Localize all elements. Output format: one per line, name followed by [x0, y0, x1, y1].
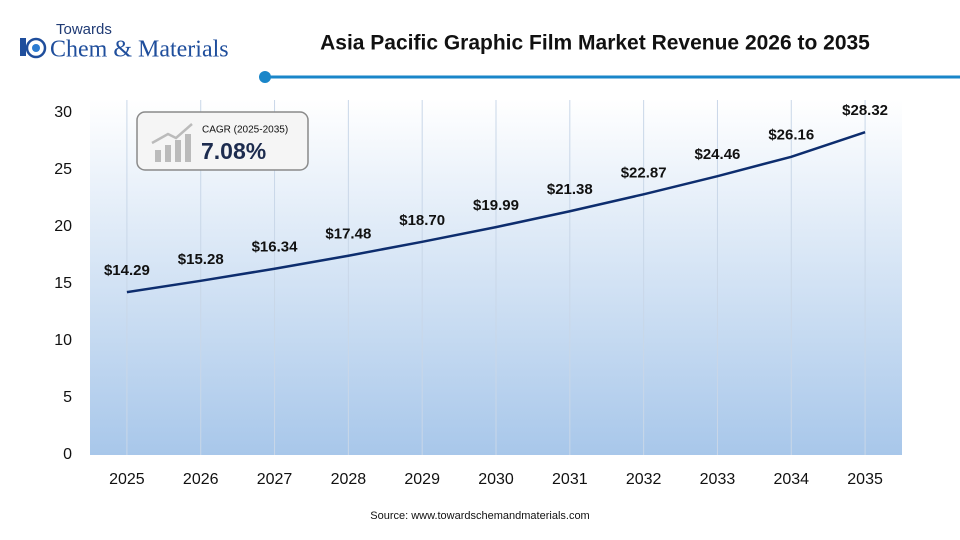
value-label: $24.46 — [695, 146, 741, 163]
value-label: $16.34 — [252, 239, 299, 256]
cagr-label: CAGR (2025-2035) — [202, 125, 288, 136]
value-label: $18.70 — [399, 212, 445, 229]
logo: Towards Chem & Materials — [20, 21, 229, 63]
value-label: $19.99 — [473, 197, 519, 214]
x-tick-label: 2027 — [257, 471, 293, 488]
x-tick-label: 2033 — [700, 471, 736, 488]
x-tick-label: 2031 — [552, 471, 588, 488]
logo-main: Chem & Materials — [50, 37, 229, 63]
cagr-box: CAGR (2025-2035) 7.08% — [136, 111, 309, 171]
x-tick-label: 2025 — [109, 471, 145, 488]
x-tick-label: 2034 — [773, 471, 809, 488]
value-label: $26.16 — [768, 127, 814, 144]
logo-top: Towards — [56, 21, 112, 38]
y-tick-label: 10 — [54, 332, 72, 349]
value-label: $21.38 — [547, 181, 593, 198]
line — [126, 130, 866, 294]
x-tick-label: 2035 — [847, 471, 883, 488]
value-label: $22.87 — [621, 164, 667, 181]
value-label: $14.29 — [104, 262, 150, 279]
value-label: $17.48 — [325, 226, 371, 243]
value-label: $15.28 — [178, 251, 224, 268]
y-tick-label: 5 — [63, 389, 72, 406]
header-dot — [259, 71, 271, 83]
value-label: $28.32 — [842, 102, 888, 119]
x-tick-label: 2029 — [404, 471, 440, 488]
x-tick-label: 2028 — [331, 471, 367, 488]
x-tick-label: 2026 — [183, 471, 219, 488]
cagr-value: 7.08% — [201, 138, 266, 164]
source: Source: www.towardschemandmaterials.com — [370, 510, 589, 522]
y-tick-label: 30 — [54, 104, 72, 121]
chart-title: Asia Pacific Graphic Film Market Revenue… — [320, 32, 870, 55]
x-tick-label: 2030 — [478, 471, 514, 488]
y-tick-label: 0 — [63, 446, 72, 463]
y-tick-label: 15 — [54, 275, 72, 292]
x-tick-label: 2032 — [626, 471, 662, 488]
y-tick-label: 20 — [54, 218, 72, 235]
y-tick-label: 25 — [54, 161, 72, 178]
